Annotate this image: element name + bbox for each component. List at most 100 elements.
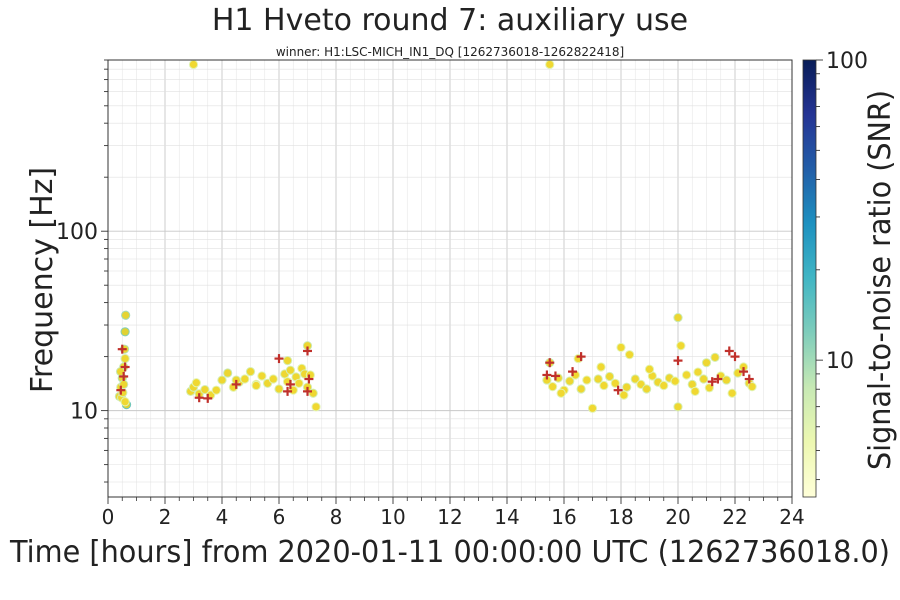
veto-marker bbox=[120, 362, 130, 372]
data-point bbox=[545, 60, 555, 70]
data-point bbox=[245, 366, 256, 377]
data-point bbox=[596, 362, 606, 372]
x-tick-label: 20 bbox=[665, 505, 690, 529]
data-point bbox=[616, 342, 626, 353]
data-point bbox=[188, 60, 199, 70]
data-point bbox=[294, 378, 304, 388]
x-tick-label: 0 bbox=[102, 505, 115, 529]
colorbar bbox=[802, 59, 817, 498]
x-tick-label: 16 bbox=[551, 505, 576, 529]
data-point bbox=[251, 380, 261, 391]
veto-marker bbox=[119, 371, 129, 381]
data-point bbox=[727, 388, 737, 398]
data-point bbox=[599, 380, 609, 391]
data-point bbox=[565, 376, 575, 386]
scatter-points bbox=[114, 60, 757, 413]
data-point bbox=[721, 375, 732, 385]
veto-marker bbox=[713, 374, 723, 384]
data-point bbox=[747, 382, 757, 392]
data-point bbox=[699, 374, 709, 384]
data-point bbox=[191, 378, 201, 388]
data-point bbox=[120, 353, 130, 364]
data-point bbox=[610, 378, 620, 388]
veto-marker bbox=[231, 379, 241, 389]
veto-marker bbox=[739, 367, 749, 377]
veto-marker bbox=[203, 393, 213, 403]
data-point bbox=[120, 327, 130, 337]
colorbar-label: Signal-to-noise ratio (SNR) bbox=[863, 90, 898, 470]
data-point bbox=[542, 375, 552, 385]
data-point bbox=[268, 374, 278, 384]
data-point bbox=[211, 385, 221, 395]
data-point bbox=[676, 341, 686, 351]
veto-marker bbox=[283, 386, 293, 396]
data-point bbox=[121, 310, 131, 320]
colorbar-tick-label: 10 bbox=[826, 349, 854, 374]
data-point bbox=[593, 374, 603, 384]
veto-marker bbox=[303, 386, 312, 396]
data-point bbox=[619, 390, 629, 400]
data-point bbox=[693, 367, 703, 377]
veto-marker bbox=[568, 367, 578, 377]
chart-title: H1 Hveto round 7: auxiliary use bbox=[212, 3, 688, 38]
grid-lines bbox=[107, 59, 793, 497]
data-point bbox=[548, 382, 558, 392]
veto-marker bbox=[116, 385, 126, 395]
x-tick-label: 10 bbox=[380, 505, 405, 529]
x-tick-label: 8 bbox=[330, 505, 343, 529]
x-tick-label: 24 bbox=[779, 505, 804, 529]
veto-marker bbox=[724, 346, 734, 356]
colorbar-tick-label: 100 bbox=[826, 49, 868, 74]
veto-marker bbox=[576, 352, 586, 362]
veto-marker bbox=[303, 346, 312, 356]
data-point bbox=[673, 312, 683, 323]
data-point bbox=[576, 384, 586, 394]
data-point bbox=[738, 362, 749, 372]
data-point bbox=[622, 382, 632, 392]
colorbar-axis: 10 100 bbox=[816, 49, 868, 481]
data-point bbox=[670, 376, 680, 386]
data-point bbox=[690, 386, 700, 396]
x-tick-label: 18 bbox=[608, 505, 633, 529]
data-point bbox=[587, 403, 598, 413]
x-tick-label: 22 bbox=[722, 505, 747, 529]
data-point bbox=[556, 388, 566, 398]
veto-marker bbox=[117, 344, 127, 354]
veto-marker bbox=[545, 358, 555, 368]
data-point bbox=[200, 384, 210, 395]
x-tick-label: 14 bbox=[494, 505, 519, 529]
data-point bbox=[582, 375, 592, 385]
y-axis-label: Frequency [Hz] bbox=[25, 167, 60, 393]
data-point bbox=[282, 356, 293, 366]
veto-marker bbox=[673, 356, 683, 366]
x-tick-label: 6 bbox=[273, 505, 286, 529]
chart-subtitle: winner: H1:LSC-MICH_IN1_DQ [1262736018-1… bbox=[276, 45, 624, 59]
veto-marker bbox=[274, 354, 284, 364]
veto-marker bbox=[194, 393, 204, 403]
veto-marker bbox=[550, 371, 560, 381]
data-point bbox=[605, 371, 615, 382]
data-point bbox=[120, 397, 130, 407]
data-point bbox=[624, 350, 635, 360]
data-point bbox=[659, 380, 669, 391]
data-point bbox=[311, 402, 321, 412]
veto-marker bbox=[542, 370, 552, 380]
veto-marker bbox=[285, 379, 295, 389]
y-tick-label: 10 bbox=[70, 400, 98, 425]
data-point bbox=[687, 379, 697, 389]
data-point bbox=[274, 384, 284, 394]
data-point bbox=[257, 371, 267, 381]
x-tick-label: 4 bbox=[216, 505, 229, 529]
data-point bbox=[681, 370, 692, 380]
data-point bbox=[308, 388, 318, 398]
y-tick-label: 100 bbox=[56, 220, 98, 245]
data-point bbox=[673, 402, 683, 412]
veto-marker bbox=[730, 352, 740, 362]
x-axis-label: Time [hours] from 2020-01-11 00:00:00 UT… bbox=[9, 535, 890, 570]
data-point bbox=[644, 364, 655, 374]
veto-marker bbox=[304, 374, 314, 384]
veto-marker bbox=[613, 385, 623, 395]
veto-marker bbox=[744, 374, 754, 384]
data-point bbox=[710, 352, 720, 362]
